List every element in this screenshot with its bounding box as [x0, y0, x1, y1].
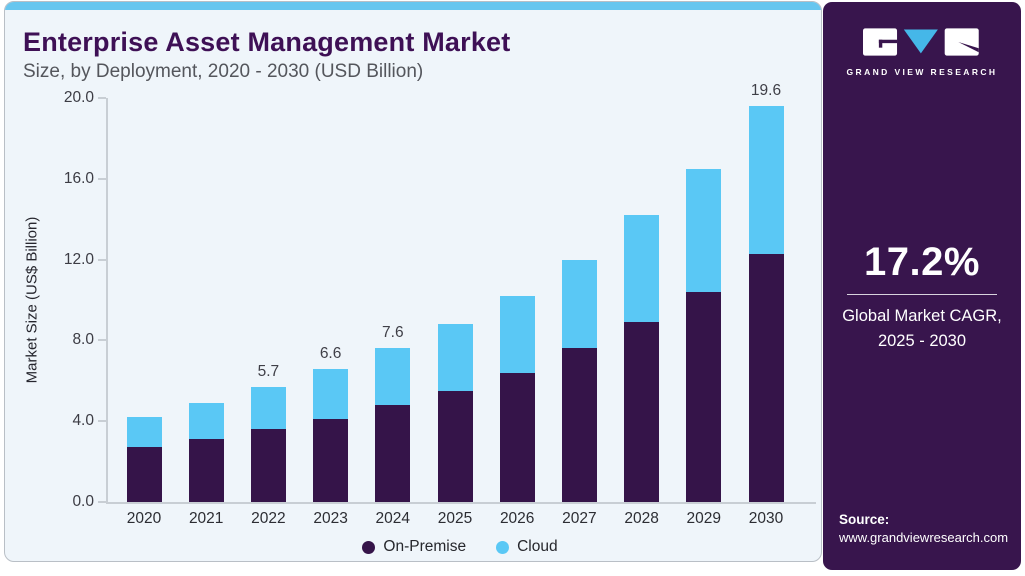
- bar-segment-on-premise-2030: [748, 253, 784, 502]
- y-tick-mark: [98, 258, 106, 261]
- y-tick-mark: [98, 420, 106, 423]
- bar-segment-cloud-2025: [437, 324, 473, 391]
- legend-label: On-Premise: [383, 538, 467, 555]
- stacked-bar-2020: [126, 417, 162, 502]
- stacked-bar-2024: [375, 348, 411, 502]
- bar-segment-cloud-2021: [188, 403, 224, 440]
- y-tick-label: 8.0: [72, 331, 94, 349]
- y-tick-label: 4.0: [72, 412, 94, 430]
- stacked-bar-2021: [188, 403, 224, 502]
- bar-segment-on-premise-2023: [313, 419, 349, 502]
- cagr-caption-line2: 2025 - 2030: [877, 331, 967, 350]
- chart-title: Enterprise Asset Management Market: [23, 27, 511, 57]
- x-tick-label-2022: 2022: [251, 510, 286, 527]
- chart-card: Enterprise Asset Management Market Size,…: [4, 1, 822, 562]
- x-tick-label-2021: 2021: [188, 510, 224, 527]
- bar-segment-cloud-2029: [686, 168, 722, 292]
- bar-segment-on-premise-2029: [686, 291, 722, 502]
- cagr-divider: [847, 294, 997, 295]
- chart-subtitle: Size, by Deployment, 2020 - 2030 (USD Bi…: [23, 61, 424, 82]
- bar-segment-cloud-2023: [313, 368, 349, 420]
- x-tick-label-2028: 2028: [624, 510, 659, 527]
- bar-value-label-2030: 19.6: [750, 82, 782, 100]
- bar-segment-cloud-2030: [748, 106, 784, 254]
- bar-segment-on-premise-2028: [624, 322, 660, 502]
- brand-logo: GRAND VIEW RESEARCH: [823, 28, 1021, 77]
- plot-area: 0.0 4.0 8.0 12.0 16.0 20.0 2020 2021 5.7 2022 6.6 2…: [64, 82, 816, 527]
- legend-item-on-premise: On-Premise: [362, 538, 466, 556]
- y-tick-mark: [98, 501, 106, 503]
- stacked-bar-2030: [748, 106, 784, 502]
- legend: On-Premise Cloud: [106, 538, 814, 556]
- y-tick-mark: [98, 339, 106, 342]
- y-tick-mark: [98, 97, 106, 99]
- y-tick-label: 0.0: [72, 493, 94, 510]
- x-tick-label-2027: 2027: [562, 510, 597, 527]
- stacked-bar-2026: [499, 295, 535, 502]
- y-tick-mark: [98, 177, 106, 180]
- x-tick-label-2029: 2029: [686, 510, 722, 527]
- bar-segment-on-premise-2025: [437, 390, 473, 502]
- cagr-value: 17.2%: [864, 240, 980, 284]
- bar-segment-on-premise-2021: [188, 439, 224, 502]
- y-tick-label: 12.0: [63, 250, 94, 268]
- bar-value-label-2024: 7.6: [382, 324, 404, 342]
- legend-label: Cloud: [517, 538, 558, 555]
- x-tick-label-2026: 2026: [499, 510, 535, 527]
- x-tick-label-2023: 2023: [313, 510, 348, 527]
- bar-segment-cloud-2027: [561, 259, 597, 349]
- top-accent-strip: [5, 2, 821, 10]
- source-label: Source:: [839, 511, 890, 527]
- y-tick-label: 16.0: [63, 169, 94, 187]
- bar-segment-cloud-2024: [375, 348, 411, 406]
- bar-segment-on-premise-2026: [499, 372, 535, 502]
- bar-segment-on-premise-2020: [126, 447, 162, 502]
- stacked-bar-2025: [437, 324, 473, 502]
- brand-panel: GRAND VIEW RESEARCH 17.2% Global Market …: [823, 2, 1021, 570]
- stacked-bar-2029: [686, 168, 722, 502]
- stacked-bar-2027: [561, 259, 597, 502]
- bar-segment-on-premise-2024: [375, 405, 411, 502]
- legend-item-cloud: Cloud: [496, 538, 558, 556]
- bar-segment-cloud-2022: [250, 386, 286, 430]
- cagr-block: 17.2% Global Market CAGR, 2025 - 2030: [823, 240, 1021, 354]
- y-axis-title: Market Size (US$ Billion): [23, 216, 41, 384]
- legend-dot-icon: [496, 540, 510, 554]
- bar-segment-cloud-2026: [499, 295, 535, 373]
- stacked-bar-2028: [624, 215, 660, 502]
- y-tick-label: 20.0: [63, 89, 94, 106]
- x-tick-label-2020: 2020: [126, 510, 162, 527]
- bar-value-label-2022: 5.7: [257, 362, 280, 380]
- bar-segment-on-premise-2022: [250, 429, 286, 502]
- cagr-caption-line1: Global Market CAGR,: [842, 307, 1002, 325]
- stacked-bar-2022: [250, 386, 286, 502]
- x-tick-label-2024: 2024: [375, 510, 411, 527]
- source-block: Source: www.grandviewresearch.com: [839, 510, 1008, 548]
- bar-segment-on-premise-2027: [561, 348, 597, 502]
- brand-logo-text: GRAND VIEW RESEARCH: [846, 67, 998, 77]
- x-tick-label-2025: 2025: [437, 510, 473, 527]
- source-url: www.grandviewresearch.com: [839, 530, 1009, 546]
- bar-value-label-2023: 6.6: [319, 344, 342, 362]
- x-tick-label-2030: 2030: [748, 510, 784, 527]
- bar-segment-cloud-2020: [126, 417, 162, 448]
- gvr-logo-icon: [863, 28, 979, 56]
- bar-segment-cloud-2028: [624, 215, 660, 323]
- stacked-bar-2023: [313, 368, 349, 502]
- legend-dot-icon: [362, 540, 376, 554]
